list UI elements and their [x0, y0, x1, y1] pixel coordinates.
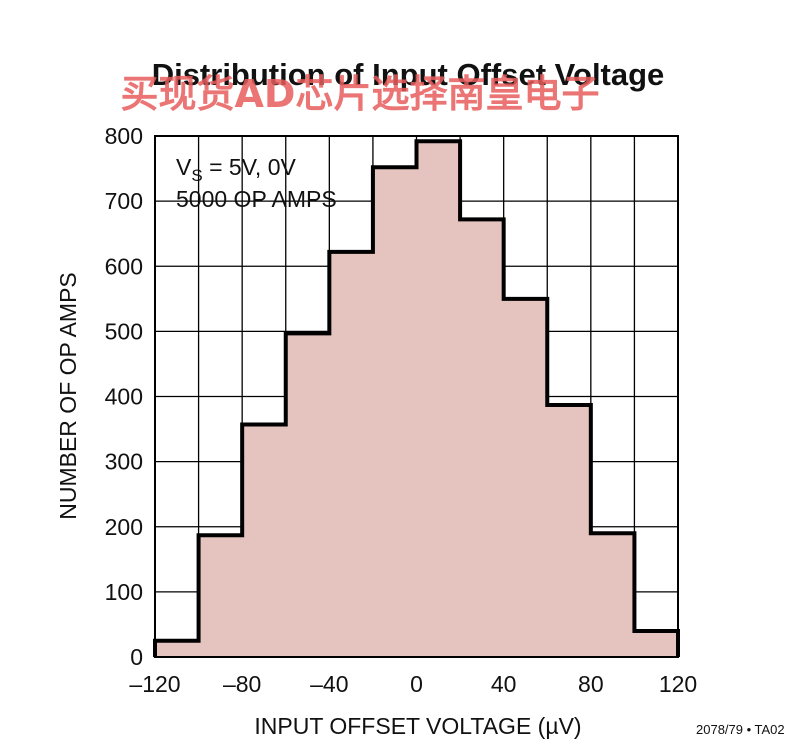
histogram-bar — [242, 425, 286, 657]
histogram-bar — [417, 141, 461, 657]
y-tick-label: 400 — [105, 384, 143, 410]
histogram-bar — [329, 252, 373, 657]
histogram-bar — [373, 167, 417, 657]
y-tick-label: 800 — [105, 123, 143, 149]
y-tick-labels: 0 100 200 300 400 500 600 700 800 — [105, 123, 143, 670]
annotation-count: 5000 OP AMPS — [176, 186, 337, 212]
y-tick-label: 600 — [105, 253, 143, 279]
x-tick-label: 40 — [491, 671, 517, 697]
x-tick-label: –120 — [129, 671, 180, 697]
histogram-bar — [155, 641, 199, 657]
chart-title: Distribution of Input Offset Voltage — [152, 57, 665, 92]
x-tick-label: –40 — [310, 671, 348, 697]
y-tick-label: 700 — [105, 188, 143, 214]
y-tick-label: 100 — [105, 579, 143, 605]
x-axis-label: INPUT OFFSET VOLTAGE (µV) — [254, 713, 581, 739]
histogram-bar — [634, 631, 678, 657]
histogram-bar — [460, 219, 504, 657]
y-tick-label: 0 — [130, 644, 143, 670]
watermark-text: 买现货AD芯片选择南皇电子 — [121, 72, 600, 116]
x-tick-label: 0 — [410, 671, 423, 697]
histogram-bars — [155, 141, 678, 657]
histogram-bar — [504, 299, 548, 657]
x-tick-label: –80 — [223, 671, 261, 697]
x-tick-label: 120 — [659, 671, 697, 697]
y-tick-label: 500 — [105, 318, 143, 344]
figure-code: 2078/79 • TA02 — [696, 722, 785, 737]
histogram-bar — [286, 333, 330, 657]
histogram-fill — [155, 141, 678, 657]
histogram-bar — [199, 535, 243, 657]
plot-frame — [154, 135, 679, 658]
y-tick-label: 300 — [105, 449, 143, 475]
x-tick-label: 80 — [578, 671, 604, 697]
y-axis-label: NUMBER OF OP AMPS — [55, 272, 81, 520]
y-tick-label: 200 — [105, 514, 143, 540]
histogram-bar — [591, 533, 635, 657]
annotation-supply: VS = 5V, 0V — [176, 154, 296, 185]
histogram-outline — [153, 139, 680, 657]
histogram-bar — [547, 405, 591, 657]
x-tick-labels: –120 –80 –40 0 40 80 120 — [129, 671, 697, 697]
